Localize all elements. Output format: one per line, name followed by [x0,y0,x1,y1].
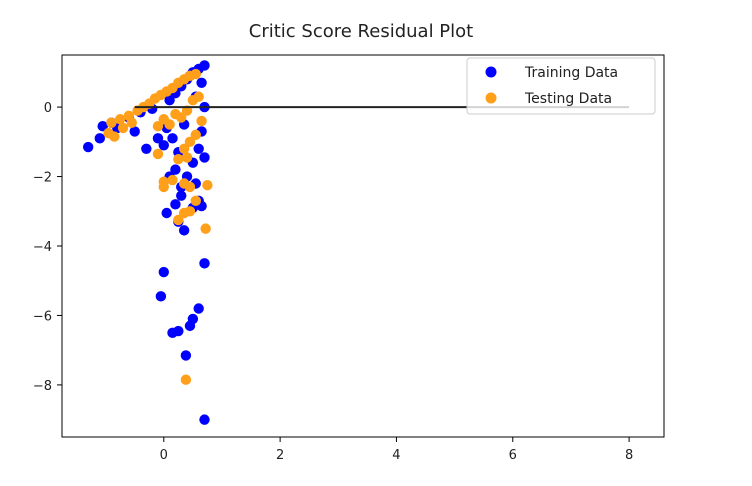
testing-point [106,117,117,128]
x-tick-label: 6 [509,448,517,463]
testing-point [158,114,169,125]
training-point [196,77,207,88]
testing-point [196,115,207,127]
training-point [176,190,187,201]
training-point [178,225,190,236]
training-point [158,266,169,278]
testing-point [170,108,181,120]
testing-point [158,181,169,193]
testing-point [117,122,129,134]
axes: 0 2 4 6 8 0 −2 −4 −6 −8 [33,54,665,463]
training-point [82,141,94,153]
training-point [94,133,106,144]
testing-point [190,68,201,80]
series-testing [103,68,213,385]
training-point [193,143,204,154]
chart-title: Critic Score Residual Plot [249,21,473,42]
y-tick-label: 0 [44,101,52,116]
training-point [158,140,169,151]
training-point [170,164,181,175]
training-point [193,303,204,314]
training-point [199,258,210,269]
testing-point [200,223,211,234]
plot-marks [82,60,630,425]
legend-marker-training [485,66,497,78]
testing-point [187,94,199,106]
training-point [129,126,140,137]
y-tick-label: −8 [33,379,52,394]
testing-point [178,207,190,219]
training-point [167,327,178,339]
series-training [82,60,210,425]
legend-label-training: Training Data [524,65,618,81]
testing-point [178,143,190,154]
legend: Training Data Testing Data [466,57,656,115]
training-point [199,60,210,71]
legend-box [466,57,656,115]
training-point [164,94,175,106]
training-point [170,199,181,210]
testing-point [152,148,164,160]
testing-point [184,136,196,148]
training-point [184,320,196,332]
training-point [167,133,178,144]
x-tick-label: 8 [625,448,633,463]
testing-point [190,129,201,141]
x-tick-label: 0 [160,448,168,463]
testing-point [184,181,196,193]
training-point [152,133,164,144]
testing-point [173,153,184,165]
y-tick-label: −4 [33,240,52,255]
x-tick-label: 2 [276,448,284,463]
y-tick-label: −6 [33,309,52,324]
training-point [180,350,192,361]
testing-point [114,114,126,125]
testing-point [173,214,184,226]
testing-point [180,374,192,385]
x-tick-label: 4 [392,448,400,463]
legend-marker-testing [485,92,497,104]
training-point [155,291,167,302]
training-point [199,414,210,425]
legend-label-testing: Testing Data [524,91,612,107]
training-point [141,143,152,154]
training-point [199,152,210,163]
testing-point [109,131,120,142]
training-point [161,207,172,219]
testing-point [152,120,164,132]
testing-point [126,117,137,128]
testing-point [190,195,201,207]
testing-point [181,152,193,163]
training-point [97,120,108,132]
testing-point [167,174,178,186]
y-tick-label: −2 [33,171,52,186]
testing-point [202,180,213,191]
